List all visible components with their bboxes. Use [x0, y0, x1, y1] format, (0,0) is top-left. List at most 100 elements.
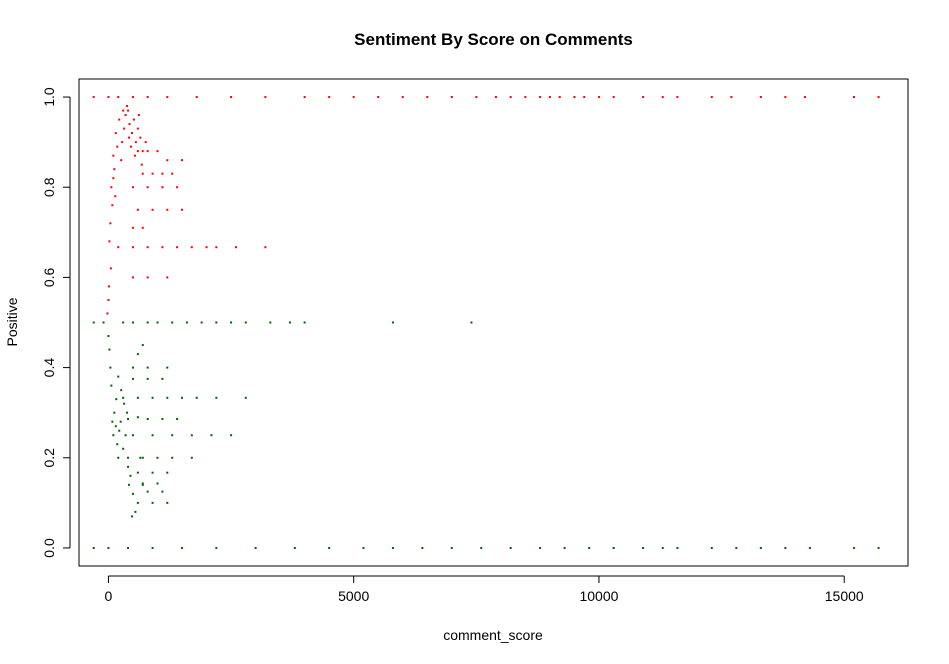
data-point: [114, 195, 117, 198]
data-point: [146, 246, 149, 249]
x-tick-label: 10000: [579, 588, 618, 604]
data-point: [362, 546, 365, 549]
data-point: [92, 546, 95, 549]
data-point: [136, 150, 139, 153]
data-point: [122, 447, 125, 450]
data-point: [129, 145, 132, 148]
data-point: [151, 471, 154, 474]
data-point: [735, 546, 738, 549]
data-point: [131, 492, 134, 495]
data-point: [124, 114, 127, 117]
points-layer: [92, 96, 880, 549]
data-point: [597, 96, 600, 99]
data-point: [264, 96, 267, 99]
data-point: [244, 396, 247, 399]
data-point: [161, 490, 164, 493]
y-axis-label: Positive: [4, 297, 20, 346]
data-point: [853, 546, 856, 549]
data-point: [113, 168, 116, 171]
data-point: [215, 396, 218, 399]
data-point: [166, 208, 169, 211]
data-point: [141, 344, 144, 347]
data-point: [421, 546, 424, 549]
data-point: [116, 443, 119, 446]
x-tick-label: 15000: [825, 588, 864, 604]
data-point: [92, 321, 95, 324]
data-point: [146, 377, 149, 380]
data-point: [563, 546, 566, 549]
data-point: [391, 321, 394, 324]
data-point: [509, 96, 512, 99]
data-point: [120, 159, 123, 162]
data-point: [136, 208, 139, 211]
y-tick-label: 1.0: [41, 87, 57, 107]
data-point: [475, 96, 478, 99]
data-point: [127, 546, 130, 549]
data-point: [784, 546, 787, 549]
data-point: [136, 416, 139, 419]
data-point: [161, 172, 164, 175]
x-tick-label: 0: [105, 588, 113, 604]
data-point: [116, 145, 119, 148]
data-point: [117, 96, 120, 99]
data-point: [130, 132, 133, 135]
data-point: [676, 96, 679, 99]
data-point: [131, 186, 134, 189]
data-point: [115, 398, 118, 401]
data-point: [181, 208, 184, 211]
data-point: [171, 434, 174, 437]
data-point: [171, 456, 174, 459]
data-point: [391, 546, 394, 549]
data-point: [129, 474, 132, 477]
data-point: [144, 141, 147, 144]
data-point: [509, 546, 512, 549]
data-point: [156, 321, 159, 324]
data-point: [151, 434, 154, 437]
data-point: [303, 96, 306, 99]
data-point: [137, 114, 140, 117]
data-point: [156, 456, 159, 459]
data-point: [759, 96, 762, 99]
data-point: [141, 456, 144, 459]
data-point: [134, 141, 137, 144]
data-point: [161, 246, 164, 249]
data-point: [136, 396, 139, 399]
data-point: [141, 150, 144, 153]
data-point: [121, 141, 124, 144]
data-point: [109, 366, 112, 369]
data-point: [136, 501, 139, 504]
data-point: [117, 246, 120, 249]
data-point: [111, 204, 114, 207]
data-point: [303, 321, 306, 324]
data-point: [107, 335, 110, 338]
data-point: [151, 396, 154, 399]
data-point: [588, 546, 591, 549]
data-point: [450, 546, 453, 549]
data-point: [328, 546, 331, 549]
data-point: [107, 298, 110, 301]
data-point: [877, 96, 880, 99]
data-point: [112, 154, 115, 157]
data-point: [107, 96, 110, 99]
data-point: [877, 546, 880, 549]
data-point: [130, 515, 133, 518]
data-point: [110, 186, 113, 189]
data-point: [558, 96, 561, 99]
data-point: [612, 96, 615, 99]
data-point: [146, 186, 149, 189]
data-point: [122, 109, 125, 112]
data-point: [122, 321, 125, 324]
data-point: [136, 127, 139, 130]
data-point: [784, 96, 787, 99]
data-point: [114, 132, 117, 135]
data-point: [131, 366, 134, 369]
data-point: [139, 456, 142, 459]
data-point: [161, 186, 164, 189]
data-point: [426, 96, 429, 99]
data-point: [131, 377, 134, 380]
data-point: [190, 434, 193, 437]
data-point: [710, 96, 713, 99]
data-point: [123, 402, 126, 405]
data-point: [494, 96, 497, 99]
